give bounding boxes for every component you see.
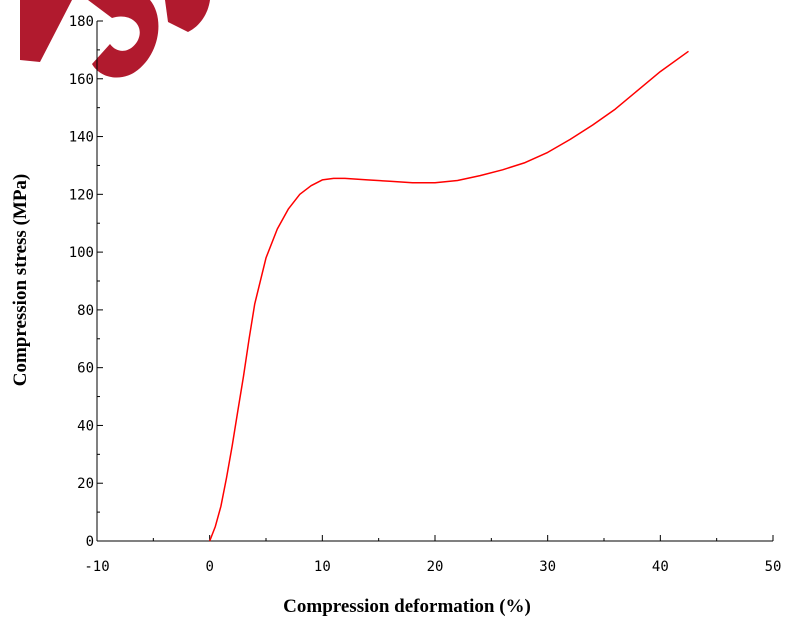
- stress-strain-curve: [209, 50, 689, 542]
- watermark-logo: [20, 0, 210, 78]
- x-tick-label: 10: [314, 559, 331, 575]
- y-tick-label: 180: [69, 14, 94, 30]
- axes: [96, 21, 773, 542]
- x-tick-label: 30: [539, 559, 556, 575]
- y-tick-label: 60: [77, 361, 94, 377]
- y-axis-title: Compression stress (MPa): [10, 174, 31, 387]
- y-tick-label: 40: [77, 418, 94, 434]
- x-tick-label: 20: [427, 559, 444, 575]
- y-tick-label: 0: [86, 534, 94, 550]
- y-tick-label: 160: [69, 72, 94, 88]
- y-tick-label: 120: [69, 187, 94, 203]
- x-tick-label: 50: [765, 559, 782, 575]
- axis-tick-labels: -10 0 10 20 30 40 50 0 20 40 60 80 100 120 140 160 180: [69, 14, 782, 575]
- x-tick-label: -10: [84, 559, 109, 575]
- y-tick-label: 20: [77, 476, 94, 492]
- x-tick-label: 40: [652, 559, 669, 575]
- axis-ticks: [96, 20, 774, 542]
- y-tick-label: 140: [69, 130, 94, 146]
- y-tick-label: 100: [69, 245, 94, 261]
- x-axis-title: Compression deformation (%): [283, 596, 531, 617]
- y-tick-label: 80: [77, 303, 94, 319]
- x-tick-label: 0: [205, 559, 213, 575]
